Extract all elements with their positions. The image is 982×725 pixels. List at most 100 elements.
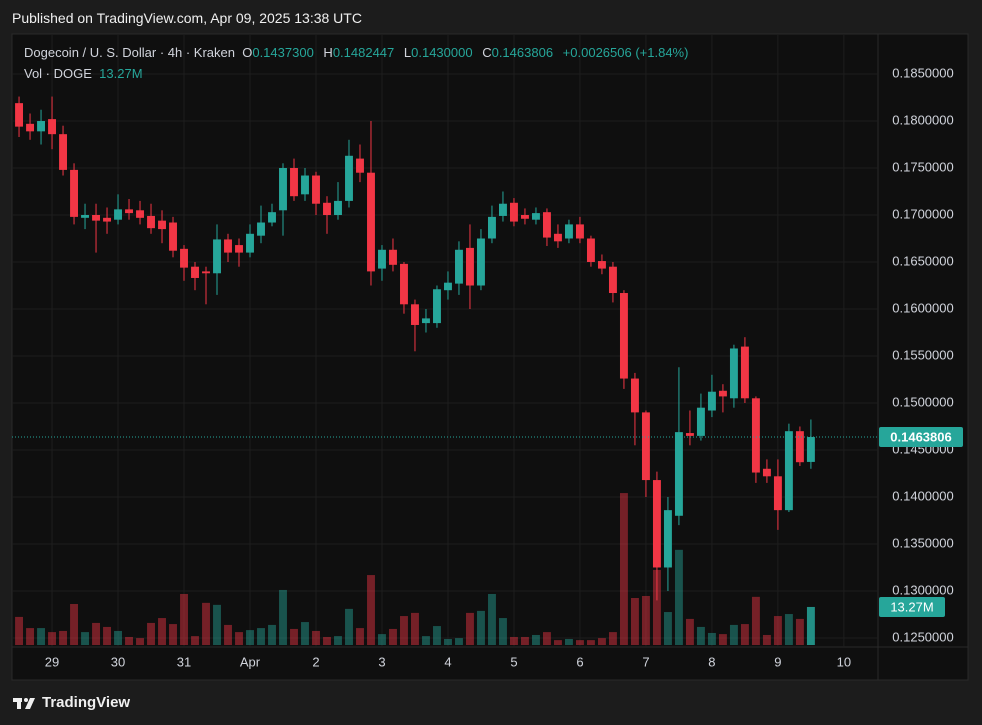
legend-change: +0.0026506 (+1.84%) xyxy=(562,45,689,60)
candle-body xyxy=(235,245,243,253)
volume-bar xyxy=(312,630,320,645)
candle-body xyxy=(564,224,573,239)
volume-value: 13.27M xyxy=(99,66,143,81)
candle-body xyxy=(279,168,287,211)
candle-body xyxy=(81,215,89,218)
volume-bar xyxy=(718,634,727,645)
candle-body xyxy=(718,390,727,397)
candle-body xyxy=(575,224,584,239)
volume-bar xyxy=(795,618,804,645)
y-tick-label: 0.1650000 xyxy=(892,253,953,268)
chart-pane xyxy=(11,33,969,681)
volume-bar xyxy=(433,626,441,645)
x-tick-label: 2 xyxy=(312,654,319,669)
volume-bar xyxy=(323,636,331,645)
volume-bar xyxy=(685,618,694,645)
y-tick-label: 0.1800000 xyxy=(892,112,953,127)
candle-body xyxy=(367,172,375,272)
y-tick-label: 0.1850000 xyxy=(892,65,953,80)
candle-body xyxy=(597,261,606,269)
volume-bar xyxy=(15,616,23,645)
candle-body xyxy=(389,249,397,265)
volume-title: Vol · DOGE xyxy=(24,66,92,81)
volume-bar xyxy=(740,624,749,645)
legend-value: 0.1463806 xyxy=(491,45,554,60)
y-tick-label: 0.1600000 xyxy=(892,300,953,315)
volume-bar xyxy=(235,632,243,645)
candle-body xyxy=(520,215,529,219)
candle-body xyxy=(191,266,199,278)
candle-body xyxy=(257,222,265,236)
symbol: Dogecoin / U. S. Dollar · 4h · Kraken xyxy=(24,45,235,60)
candle-body xyxy=(773,476,782,511)
volume-bar xyxy=(290,628,298,645)
volume-bar xyxy=(59,630,67,645)
volume-bar xyxy=(191,636,199,645)
x-tick-label: 6 xyxy=(576,654,583,669)
volume-bar xyxy=(114,630,122,645)
y-tick-label: 0.1500000 xyxy=(892,394,953,409)
candle-body xyxy=(169,222,177,251)
volume-bar xyxy=(553,640,562,645)
candle-body xyxy=(542,212,551,238)
candle-body xyxy=(652,480,661,568)
candle-body xyxy=(488,216,496,239)
candle-body xyxy=(499,203,507,216)
x-tick-label: 3 xyxy=(378,654,385,669)
volume-bar xyxy=(268,624,276,645)
volume-bar xyxy=(542,632,551,645)
candle-body xyxy=(641,412,650,481)
volume-bar xyxy=(762,634,771,645)
candle-body xyxy=(740,346,749,399)
volume-bar xyxy=(26,628,34,645)
legend-value: 0.1430000 xyxy=(411,45,473,60)
candle-body xyxy=(400,263,408,305)
y-tick-label: 0.1700000 xyxy=(892,206,953,221)
x-tick-label: 4 xyxy=(444,654,451,669)
volume-tag xyxy=(879,596,945,617)
published-note: Published on TradingView.com, Apr 09, 20… xyxy=(12,10,362,26)
volume-tag-label: 13.27M xyxy=(890,599,933,614)
candle-body xyxy=(608,266,617,294)
candle-body xyxy=(422,318,430,324)
candle-body xyxy=(663,510,672,568)
candle-body xyxy=(729,348,738,399)
candle-body xyxy=(147,215,155,229)
legend-row: Dogecoin / U. S. Dollar · 4h · Kraken O0… xyxy=(24,45,694,60)
candle-body xyxy=(433,289,441,324)
volume-bar xyxy=(158,618,166,645)
candle-body xyxy=(334,200,342,215)
volume-bar xyxy=(169,624,177,645)
volume-bar xyxy=(81,632,89,645)
legend-label: C xyxy=(482,45,492,60)
volume-legend: Vol · DOGE 13.27M xyxy=(24,66,149,81)
volume-bar xyxy=(630,597,639,645)
volume-bar xyxy=(586,640,595,645)
candle-body xyxy=(301,175,309,195)
candle-body xyxy=(92,215,100,221)
volume-bar xyxy=(378,634,386,645)
candle-body xyxy=(477,238,485,286)
volume-bar xyxy=(619,493,628,645)
candle-body xyxy=(356,158,364,173)
volume-bar xyxy=(674,549,683,645)
candle-body xyxy=(784,431,793,511)
volume-bar xyxy=(641,595,650,645)
candle-body xyxy=(268,212,276,223)
candle-body xyxy=(15,103,23,127)
candle-body xyxy=(312,175,320,204)
candle-body xyxy=(48,119,56,135)
volume-bar xyxy=(103,626,111,645)
volume-bar xyxy=(279,589,287,645)
candle-body xyxy=(323,202,331,215)
volume-bar xyxy=(136,638,144,645)
volume-bar xyxy=(784,614,793,645)
volume-bar xyxy=(773,616,782,645)
volume-bar xyxy=(531,634,540,645)
volume-bar xyxy=(444,638,452,645)
x-tick-label: 31 xyxy=(177,654,191,669)
y-tick-label: 0.1550000 xyxy=(892,347,953,362)
volume-bar xyxy=(499,618,507,645)
legend-label: H xyxy=(323,45,333,60)
